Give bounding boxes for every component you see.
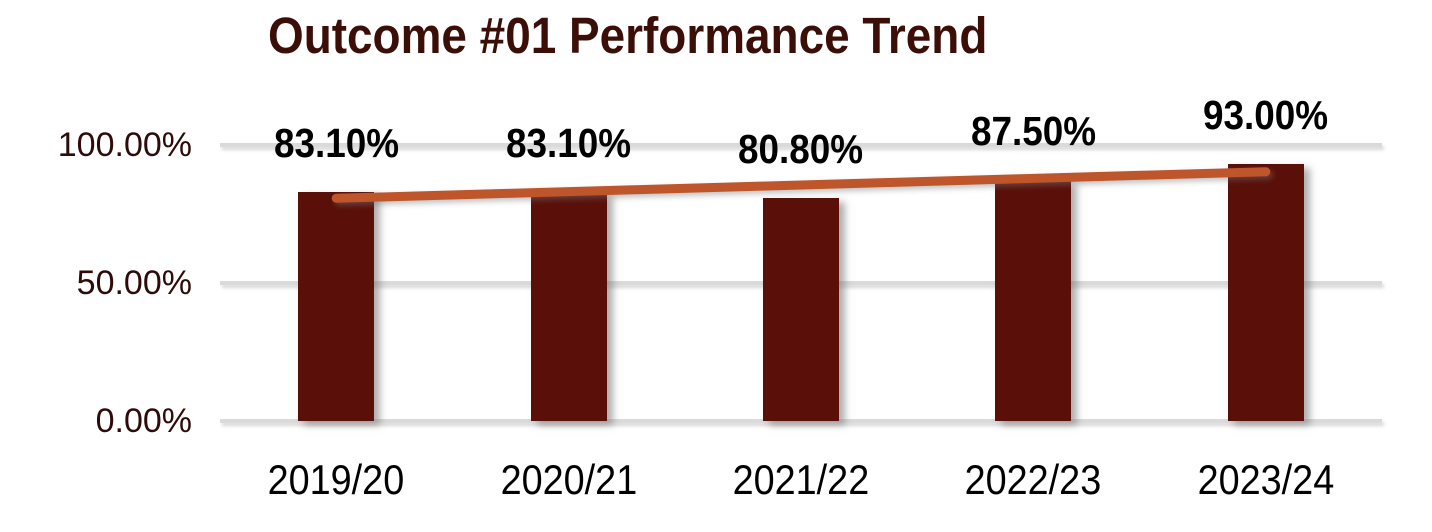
bar-2023-24	[1227, 164, 1304, 421]
x-tick-label-text: 2020/21	[500, 456, 637, 503]
bar-2022-23	[995, 179, 1072, 421]
x-tick-label: 2023/24	[1146, 456, 1386, 504]
x-tick-label: 2022/23	[913, 456, 1153, 504]
x-tick-label-text: 2022/23	[965, 456, 1102, 503]
x-tick-label-text: 2019/20	[267, 456, 405, 503]
y-tick-label: 0.00%	[95, 402, 192, 440]
bar-2021-22	[763, 197, 839, 421]
chart-title: Outcome #01 Performance Trend	[268, 8, 1067, 64]
x-tick-label: 2020/21	[449, 456, 689, 504]
chart-title-text: Outcome #01 Performance Trend	[268, 7, 988, 64]
x-tick-label: 2021/22	[681, 456, 921, 504]
bar-2019-20	[298, 191, 375, 421]
trendline-segment	[331, 167, 1271, 203]
data-label: 80.80%	[681, 126, 921, 173]
bar-2020-21	[530, 191, 607, 421]
gridline	[220, 419, 1382, 423]
x-tick-label: 2019/20	[216, 456, 456, 504]
data-label: 83.10%	[216, 120, 456, 167]
data-label: 87.50%	[913, 108, 1153, 155]
y-tick-label: 100.00%	[57, 126, 192, 164]
gridline	[220, 143, 1382, 147]
data-label-text: 87.50%	[970, 107, 1096, 154]
data-label: 93.00%	[1146, 92, 1386, 139]
data-label-text: 80.80%	[738, 125, 864, 172]
y-tick-label: 50.00%	[76, 264, 192, 302]
data-label-text: 83.10%	[273, 119, 399, 166]
x-tick-label-text: 2021/22	[732, 456, 870, 503]
data-label-text: 83.10%	[506, 119, 632, 166]
data-label: 83.10%	[449, 120, 689, 167]
data-label-text: 93.00%	[1203, 92, 1329, 139]
x-tick-label-text: 2023/24	[1197, 456, 1335, 503]
